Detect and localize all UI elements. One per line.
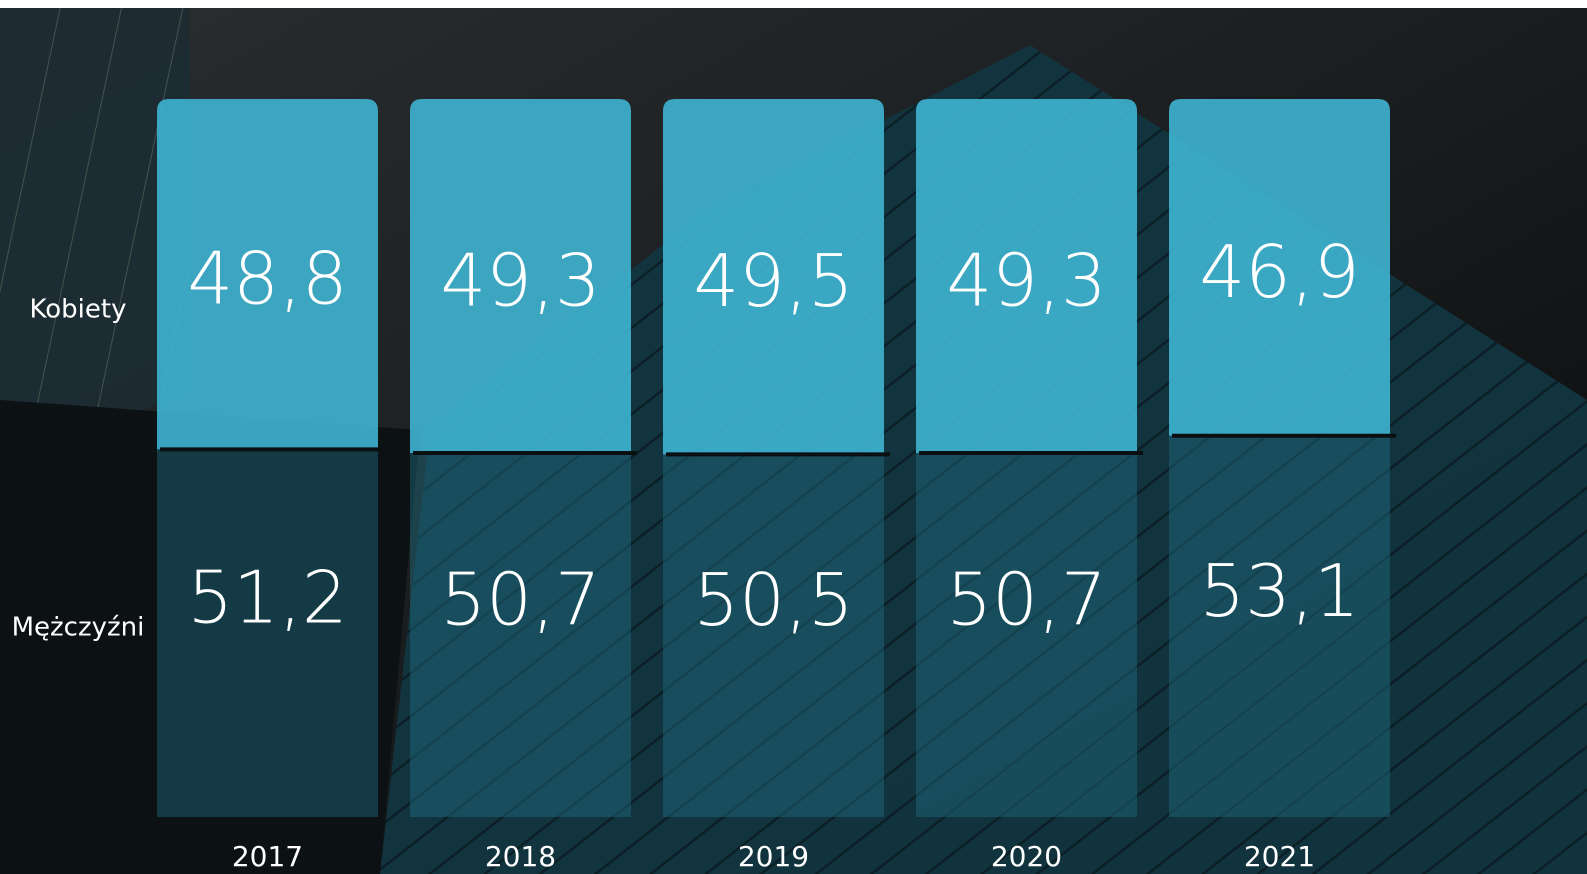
x-tick-label-2018: 2018 (485, 840, 556, 873)
bar-kobiety-2018 (410, 99, 631, 453)
value-label-kobiety-2018: 49,3 (440, 238, 600, 322)
bar-kobiety-2017 (157, 99, 378, 450)
value-label-kobiety-2020: 49,3 (946, 238, 1106, 322)
series-label-mezczyzni: Mężczyźni (12, 613, 145, 643)
bar-mezczyzni-2019 (663, 454, 884, 817)
x-tick-label-2017: 2017 (232, 840, 303, 873)
x-tick-label-2019: 2019 (738, 840, 809, 873)
bar-kobiety-2021 (1169, 99, 1390, 436)
bar-mezczyzni-2017 (157, 449, 378, 817)
value-label-mezczyzni-2021: 53,1 (1199, 549, 1359, 633)
x-tick-label-2020: 2020 (991, 840, 1062, 873)
bar-kobiety-2020 (916, 99, 1137, 453)
bar-mezczyzni-2020 (916, 452, 1137, 817)
x-tick-label-2021: 2021 (1244, 840, 1315, 873)
value-label-kobiety-2021: 46,9 (1199, 230, 1359, 314)
bar-mezczyzni-2021 (1169, 435, 1390, 817)
value-label-mezczyzni-2019: 50,5 (693, 558, 853, 642)
value-label-kobiety-2019: 49,5 (693, 239, 853, 323)
series-label-kobiety: Kobiety (30, 295, 127, 325)
bar-kobiety-2019 (663, 99, 884, 455)
value-label-mezczyzni-2020: 50,7 (946, 557, 1106, 641)
value-label-mezczyzni-2018: 50,7 (440, 557, 600, 641)
value-label-kobiety-2017: 48,8 (187, 237, 347, 321)
value-label-mezczyzni-2017: 51,2 (187, 556, 347, 640)
top-border (0, 0, 1587, 8)
bar-mezczyzni-2018 (410, 452, 631, 817)
